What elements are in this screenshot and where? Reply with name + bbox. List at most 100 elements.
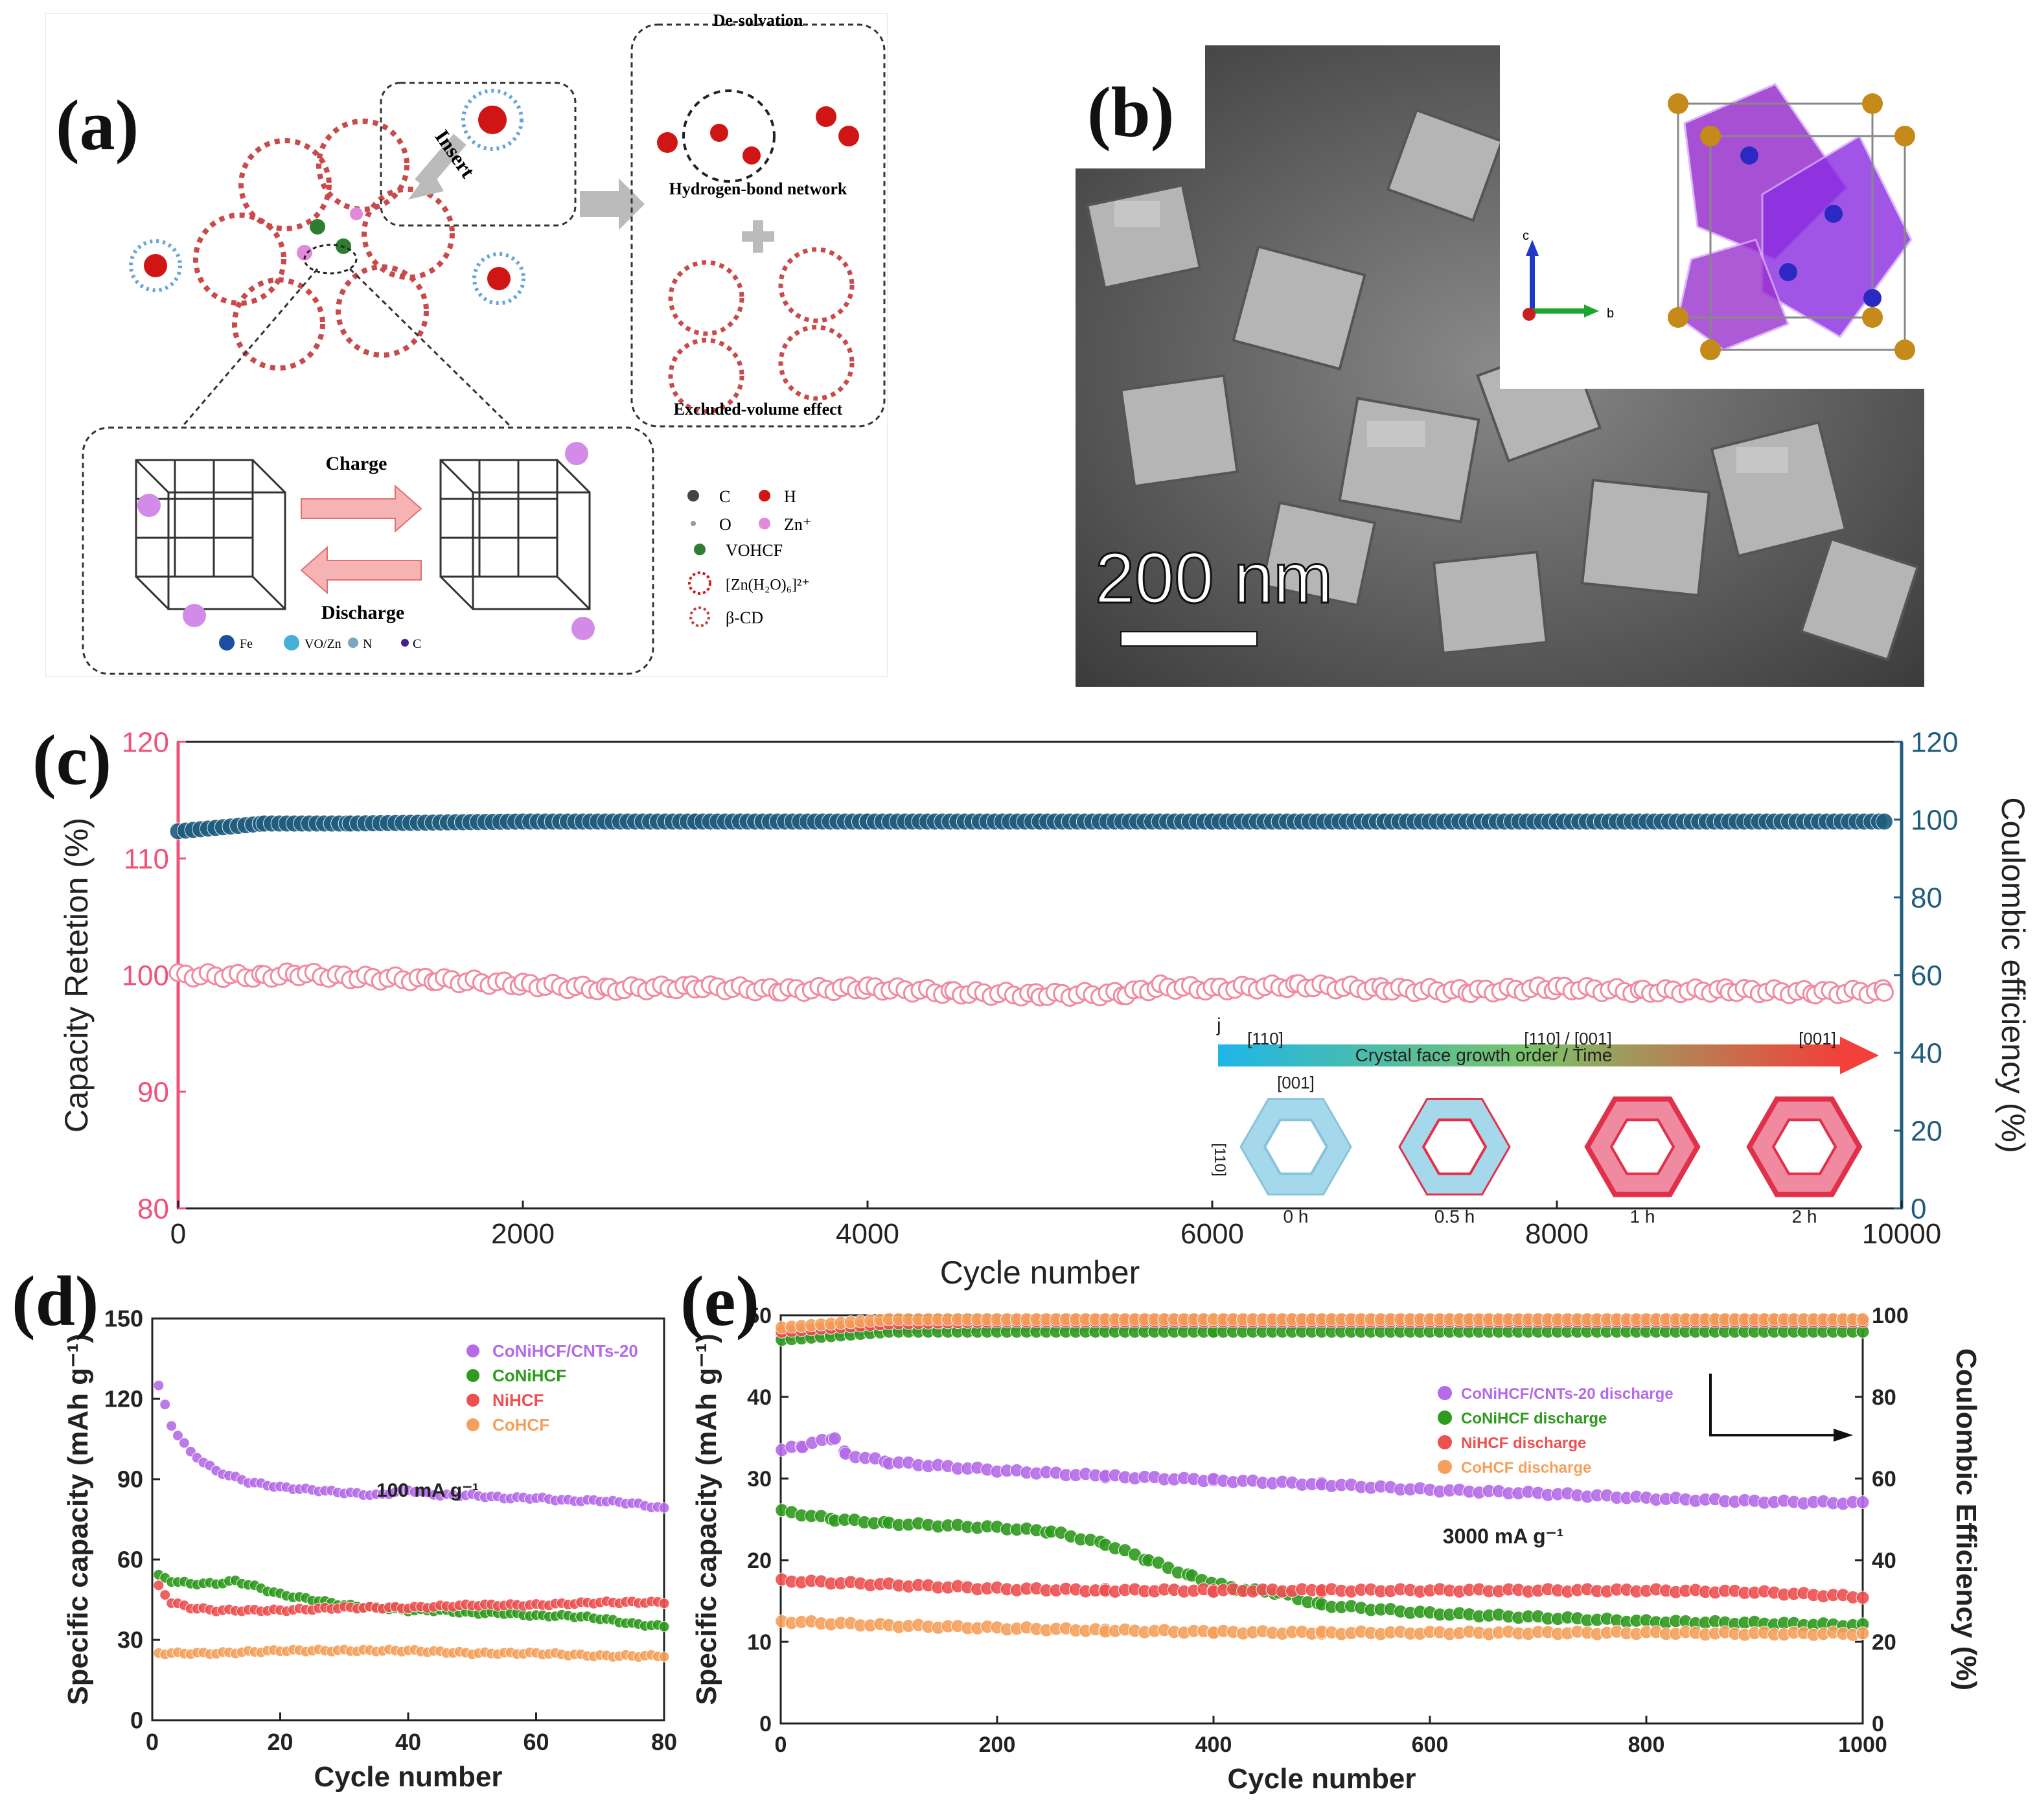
legend-zn-atom: Zn⁺: [784, 515, 812, 534]
data-point: [153, 1379, 165, 1391]
y-tick-label: 50: [747, 1304, 772, 1328]
hexagon-core: [1609, 1118, 1675, 1175]
y2-tick-label: 60: [1872, 1467, 1896, 1492]
panel-b: 200 nm c b: [1076, 45, 1924, 687]
data-point: [828, 1431, 842, 1446]
y2-axis-label: Coulombic Efficiency (%): [1950, 1348, 1982, 1690]
legend-label: CoNiHCF: [492, 1366, 566, 1385]
lattice-right-graphic: [439, 459, 591, 610]
y-tick-label: 120: [122, 726, 169, 758]
data-point: [1856, 1591, 1870, 1605]
x-tick-label: 6000: [1180, 1218, 1244, 1250]
lattice-left-graphic: [135, 459, 286, 610]
y-tick-label: 20: [747, 1549, 772, 1573]
legend-c: C: [413, 637, 421, 651]
y2-axis-label: Coulombic efficiency (%): [1995, 797, 2031, 1153]
x-tick-label: 2000: [491, 1218, 555, 1250]
y2-tick-label: 40: [1911, 1037, 1942, 1069]
data-point: [178, 1437, 190, 1449]
y-tick-label: 0: [130, 1707, 143, 1734]
x-axis-label: Cycle number: [940, 1254, 1140, 1291]
y2-tick-label: 100: [1911, 804, 1958, 836]
x-tick-label: 4000: [836, 1218, 899, 1250]
panel-e: 0 200 400 600 800 1000 0 10 20 30 40 50 0 20 40 60 80 100…: [674, 1261, 2037, 1814]
rate-annotation: 100 mA g⁻¹: [376, 1480, 479, 1501]
x-tick-label: 80: [651, 1729, 677, 1755]
crystal-structure-inset: c b: [1500, 45, 1924, 389]
x-axis-label: Cycle number: [314, 1761, 503, 1793]
data-point: [166, 1420, 178, 1432]
charge-label: Charge: [326, 453, 387, 474]
panel-c: 0 2000 4000 6000 8000 10000 80 90 100 110 120 0 20 40…: [0, 713, 2037, 1309]
data-point: [658, 1651, 670, 1663]
y-axis-label: Specific capacity (mAh g⁻¹): [691, 1333, 722, 1705]
inset-time-label: 2 h: [1792, 1206, 1817, 1227]
inset-time-label: 0.5 h: [1434, 1206, 1475, 1227]
y-tick-label: 80: [137, 1193, 169, 1225]
inset-face-side-label: [110]: [1211, 1143, 1228, 1177]
x-tick-label: 40: [395, 1729, 421, 1755]
data-point: [1856, 1626, 1870, 1641]
x-tick-label: 600: [1412, 1733, 1449, 1757]
legend-zn-hydrate: [Zn(H₂O)₆]²⁺: [726, 577, 810, 593]
y-tick-label: 30: [117, 1627, 143, 1653]
right-axis-pointer-head: [1834, 1429, 1853, 1442]
data-point: [1875, 812, 1893, 831]
hexagon-core: [1771, 1118, 1837, 1175]
rate-annotation: 3000 mA g⁻¹: [1443, 1525, 1563, 1548]
panel-a: Insert De-solvation Hydrogen-bond networ…: [45, 11, 888, 678]
y-axis-label: Specific capacity (mAh g⁻¹): [62, 1333, 94, 1705]
legend-label: CoHCF discharge: [1461, 1459, 1591, 1477]
axis-b-label: b: [1607, 306, 1614, 321]
y2-tick-label: 20: [1872, 1630, 1896, 1655]
y-tick-label: 120: [104, 1386, 143, 1412]
y-tick-label: 90: [117, 1466, 143, 1493]
inset-middle-label: [110] / [001]: [1524, 1029, 1611, 1048]
legend-label: CoNiHCF discharge: [1461, 1410, 1607, 1427]
data-point: [153, 1580, 165, 1591]
legend-c-atom: C: [719, 487, 730, 506]
data-point: [658, 1621, 670, 1633]
panel-d-label: (d): [12, 1261, 99, 1341]
y-axis-label: Capacity Retetion (%): [58, 818, 95, 1133]
inset-time-label: 0 h: [1283, 1206, 1309, 1227]
legend-beta-cd: β-CD: [726, 608, 763, 627]
legend-marker: [466, 1418, 479, 1431]
scale-bar-label: 200 nm: [1095, 538, 1333, 618]
x-tick-label: 60: [523, 1729, 549, 1755]
x-tick-label: 0: [170, 1218, 186, 1250]
inset-face-top-label: [001]: [1277, 1073, 1315, 1092]
hexagon-core: [1263, 1118, 1329, 1175]
desolvation-label: De-solvation: [713, 13, 803, 30]
panel-e-chart: 0 200 400 600 800 100001020304050020406080100…: [691, 1304, 1982, 1795]
x-tick-label: 800: [1628, 1733, 1665, 1757]
x-tick-label: 8000: [1525, 1218, 1589, 1250]
x-tick-label: 10000: [1862, 1218, 1941, 1250]
legend-vozn: VO/Zn: [305, 637, 341, 651]
y2-tick-label: 0: [1911, 1193, 1926, 1225]
x-tick-label: 400: [1195, 1733, 1232, 1757]
excluded-volume-label: Excluded-volume effect: [674, 400, 843, 419]
inset-title: Crystal face growth order / Time: [1355, 1045, 1613, 1065]
y-tick-label: 10: [747, 1630, 772, 1655]
panel-b-label: (b): [1087, 73, 1175, 152]
legend-label: NiHCF discharge: [1461, 1434, 1586, 1452]
legend-h-atom: H: [784, 487, 796, 506]
panel-e-label: (e): [680, 1261, 760, 1341]
legend-marker: [1438, 1460, 1452, 1474]
x-tick-label: 1000: [1838, 1733, 1887, 1757]
x-tick-label: 0: [775, 1733, 787, 1757]
data-point: [1856, 1495, 1870, 1510]
legend-n: N: [363, 637, 372, 651]
data-point: [1856, 1312, 1870, 1326]
legend-label: CoHCF: [492, 1415, 549, 1434]
data-point: [658, 1598, 670, 1609]
legend-marker: [1438, 1435, 1452, 1449]
data-point: [172, 1430, 183, 1442]
y2-tick-label: 120: [1911, 726, 1958, 758]
legend-label: NiHCF: [492, 1390, 544, 1410]
data-point: [658, 1502, 670, 1514]
scale-bar: [1120, 631, 1258, 647]
y-tick-label: 100: [122, 960, 169, 991]
panel-a-label: (a): [56, 86, 139, 165]
